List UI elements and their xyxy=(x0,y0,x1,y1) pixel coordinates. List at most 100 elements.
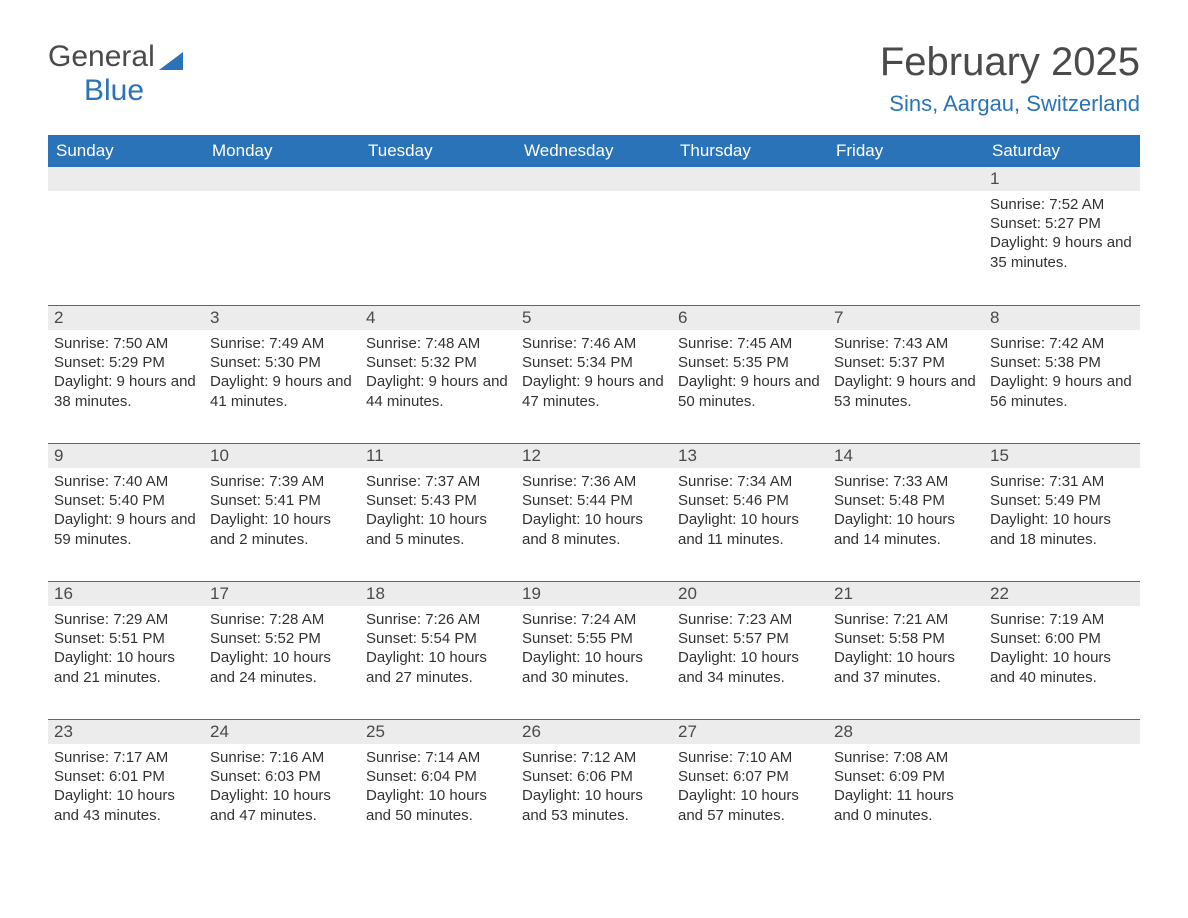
sunrise-line: Sunrise: 7:33 AM xyxy=(834,472,978,491)
sunrise-line: Sunrise: 7:29 AM xyxy=(54,610,198,629)
calendar-week-row: 23Sunrise: 7:17 AMSunset: 6:01 PMDayligh… xyxy=(48,719,1140,857)
sunset-line: Sunset: 5:44 PM xyxy=(522,491,666,510)
date-band: 23 xyxy=(48,719,204,744)
daylight-line: Daylight: 10 hours and 50 minutes. xyxy=(366,786,510,824)
day-number: 8 xyxy=(990,308,999,327)
day-details: Sunrise: 7:49 AMSunset: 5:30 PMDaylight:… xyxy=(204,330,360,415)
calendar-cell: 19Sunrise: 7:24 AMSunset: 5:55 PMDayligh… xyxy=(516,581,672,719)
day-number: 18 xyxy=(366,584,385,603)
day-number: 28 xyxy=(834,722,853,741)
daylight-line: Daylight: 9 hours and 50 minutes. xyxy=(678,372,822,410)
calendar-cell xyxy=(984,719,1140,857)
calendar-cell: 2Sunrise: 7:50 AMSunset: 5:29 PMDaylight… xyxy=(48,305,204,443)
sunrise-line: Sunrise: 7:24 AM xyxy=(522,610,666,629)
day-number: 7 xyxy=(834,308,843,327)
sunset-line: Sunset: 5:32 PM xyxy=(366,353,510,372)
sunrise-line: Sunrise: 7:26 AM xyxy=(366,610,510,629)
day-details: Sunrise: 7:17 AMSunset: 6:01 PMDaylight:… xyxy=(48,744,204,829)
calendar-cell: 26Sunrise: 7:12 AMSunset: 6:06 PMDayligh… xyxy=(516,719,672,857)
sunrise-line: Sunrise: 7:19 AM xyxy=(990,610,1134,629)
day-number: 22 xyxy=(990,584,1009,603)
sunset-line: Sunset: 6:01 PM xyxy=(54,767,198,786)
day-number: 12 xyxy=(522,446,541,465)
date-band: 11 xyxy=(360,443,516,468)
daylight-line: Daylight: 9 hours and 35 minutes. xyxy=(990,233,1134,271)
daylight-line: Daylight: 9 hours and 41 minutes. xyxy=(210,372,354,410)
calendar-cell: 6Sunrise: 7:45 AMSunset: 5:35 PMDaylight… xyxy=(672,305,828,443)
daylight-line: Daylight: 9 hours and 47 minutes. xyxy=(522,372,666,410)
calendar-week-row: 2Sunrise: 7:50 AMSunset: 5:29 PMDaylight… xyxy=(48,305,1140,443)
day-number: 10 xyxy=(210,446,229,465)
daylight-line: Daylight: 9 hours and 44 minutes. xyxy=(366,372,510,410)
sunrise-line: Sunrise: 7:42 AM xyxy=(990,334,1134,353)
day-number: 16 xyxy=(54,584,73,603)
daylight-line: Daylight: 10 hours and 5 minutes. xyxy=(366,510,510,548)
date-band xyxy=(516,167,672,191)
calendar-cell: 9Sunrise: 7:40 AMSunset: 5:40 PMDaylight… xyxy=(48,443,204,581)
daylight-line: Daylight: 10 hours and 47 minutes. xyxy=(210,786,354,824)
sunrise-line: Sunrise: 7:28 AM xyxy=(210,610,354,629)
calendar-page: General Blue February 2025 Sins, Aargau,… xyxy=(0,0,1188,877)
daylight-line: Daylight: 9 hours and 53 minutes. xyxy=(834,372,978,410)
sunrise-line: Sunrise: 7:43 AM xyxy=(834,334,978,353)
day-header: Saturday xyxy=(984,135,1140,167)
day-details: Sunrise: 7:33 AMSunset: 5:48 PMDaylight:… xyxy=(828,468,984,553)
calendar-cell xyxy=(516,167,672,305)
day-number: 11 xyxy=(366,446,384,465)
day-number: 3 xyxy=(210,308,219,327)
daylight-line: Daylight: 10 hours and 57 minutes. xyxy=(678,786,822,824)
daylight-line: Daylight: 10 hours and 18 minutes. xyxy=(990,510,1134,548)
calendar-week-row: 16Sunrise: 7:29 AMSunset: 5:51 PMDayligh… xyxy=(48,581,1140,719)
sunset-line: Sunset: 5:52 PM xyxy=(210,629,354,648)
sunset-line: Sunset: 5:54 PM xyxy=(366,629,510,648)
sunset-line: Sunset: 5:34 PM xyxy=(522,353,666,372)
daylight-line: Daylight: 11 hours and 0 minutes. xyxy=(834,786,978,824)
day-number: 17 xyxy=(210,584,229,603)
calendar-cell: 16Sunrise: 7:29 AMSunset: 5:51 PMDayligh… xyxy=(48,581,204,719)
sunrise-line: Sunrise: 7:49 AM xyxy=(210,334,354,353)
day-number: 2 xyxy=(54,308,63,327)
day-details: Sunrise: 7:36 AMSunset: 5:44 PMDaylight:… xyxy=(516,468,672,553)
day-number: 4 xyxy=(366,308,375,327)
sunrise-line: Sunrise: 7:23 AM xyxy=(678,610,822,629)
calendar-body: 1Sunrise: 7:52 AMSunset: 5:27 PMDaylight… xyxy=(48,167,1140,857)
sunrise-line: Sunrise: 7:36 AM xyxy=(522,472,666,491)
daylight-line: Daylight: 10 hours and 34 minutes. xyxy=(678,648,822,686)
day-details: Sunrise: 7:46 AMSunset: 5:34 PMDaylight:… xyxy=(516,330,672,415)
date-band: 18 xyxy=(360,581,516,606)
sunrise-line: Sunrise: 7:39 AM xyxy=(210,472,354,491)
calendar-cell: 25Sunrise: 7:14 AMSunset: 6:04 PMDayligh… xyxy=(360,719,516,857)
sunset-line: Sunset: 5:27 PM xyxy=(990,214,1134,233)
date-band: 13 xyxy=(672,443,828,468)
sunrise-line: Sunrise: 7:12 AM xyxy=(522,748,666,767)
calendar-cell: 22 Sunrise: 7:19 AMSunset: 6:00 PMDayligh… xyxy=(984,581,1140,719)
date-band: 25 xyxy=(360,719,516,744)
date-band: 14 xyxy=(828,443,984,468)
daylight-line: Daylight: 10 hours and 43 minutes. xyxy=(54,786,198,824)
sunrise-line: Sunrise: 7:45 AM xyxy=(678,334,822,353)
day-details: Sunrise: 7:43 AMSunset: 5:37 PMDaylight:… xyxy=(828,330,984,415)
calendar-cell: 20Sunrise: 7:23 AMSunset: 5:57 PMDayligh… xyxy=(672,581,828,719)
day-number: 6 xyxy=(678,308,687,327)
sunrise-line: Sunrise: 7:37 AM xyxy=(366,472,510,491)
day-details: Sunrise: 7:24 AMSunset: 5:55 PMDaylight:… xyxy=(516,606,672,691)
sunset-line: Sunset: 6:06 PM xyxy=(522,767,666,786)
date-band: 21 xyxy=(828,581,984,606)
day-details: Sunrise: 7:19 AMSunset: 6:00 PMDaylight:… xyxy=(984,606,1140,691)
day-header: Tuesday xyxy=(360,135,516,167)
title-block: February 2025 Sins, Aargau, Switzerland xyxy=(880,40,1140,117)
calendar-cell: 15Sunrise: 7:31 AMSunset: 5:49 PMDayligh… xyxy=(984,443,1140,581)
day-number: 25 xyxy=(366,722,385,741)
daylight-line: Daylight: 10 hours and 2 minutes. xyxy=(210,510,354,548)
day-details: Sunrise: 7:26 AMSunset: 5:54 PMDaylight:… xyxy=(360,606,516,691)
sunset-line: Sunset: 5:43 PM xyxy=(366,491,510,510)
sunrise-line: Sunrise: 7:40 AM xyxy=(54,472,198,491)
day-number: 26 xyxy=(522,722,541,741)
day-details: Sunrise: 7:08 AMSunset: 6:09 PMDaylight:… xyxy=(828,744,984,829)
day-details: Sunrise: 7:21 AMSunset: 5:58 PMDaylight:… xyxy=(828,606,984,691)
calendar-week-row: 1Sunrise: 7:52 AMSunset: 5:27 PMDaylight… xyxy=(48,167,1140,305)
sunset-line: Sunset: 6:00 PM xyxy=(990,629,1134,648)
date-band: 24 xyxy=(204,719,360,744)
calendar-cell xyxy=(48,167,204,305)
date-band: 19 xyxy=(516,581,672,606)
